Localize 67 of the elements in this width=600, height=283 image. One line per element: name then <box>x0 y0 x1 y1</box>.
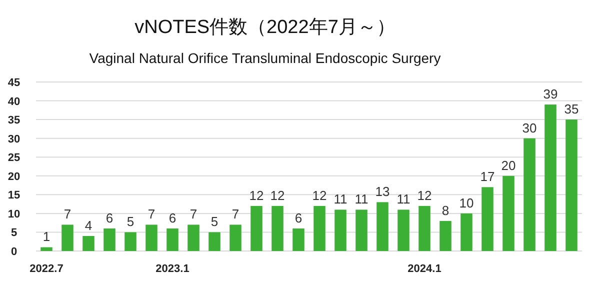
data-label: 39 <box>543 86 558 102</box>
bar <box>292 228 304 251</box>
data-label: 35 <box>564 102 579 117</box>
data-label: 6 <box>168 210 176 226</box>
data-label: 12 <box>249 188 264 203</box>
y-tick-label: 5 <box>10 227 18 240</box>
data-label: 7 <box>190 206 198 222</box>
data-label: 12 <box>417 188 432 203</box>
bar <box>62 224 74 251</box>
bar <box>482 187 494 251</box>
y-tick-label: 10 <box>8 208 20 220</box>
data-label: 11 <box>354 192 368 207</box>
data-label: 10 <box>459 195 474 210</box>
y-tick-label: 0 <box>10 246 18 258</box>
bar <box>230 224 242 251</box>
y-tick-label: 45 <box>8 77 20 89</box>
data-label: 20 <box>501 158 516 173</box>
chart-title: vNOTES件数（2022年7月～） <box>134 17 396 38</box>
y-tick-label: 40 <box>8 96 20 108</box>
bar <box>566 120 578 251</box>
x-tick-label: 2023.1 <box>156 263 190 275</box>
bar <box>334 210 346 251</box>
data-label: 11 <box>396 192 410 207</box>
data-label: 7 <box>148 206 156 222</box>
data-label: 6 <box>106 210 114 226</box>
x-tick-label: 2022.7 <box>30 263 64 275</box>
y-tick-label: 25 <box>8 152 20 164</box>
data-label: 7 <box>232 206 240 222</box>
y-tick-label: 20 <box>8 170 20 183</box>
data-label: 12 <box>312 188 327 203</box>
bar <box>40 247 52 251</box>
y-tick-label: 15 <box>8 190 20 202</box>
data-label: 8 <box>442 202 450 218</box>
bar <box>398 210 410 251</box>
bar <box>82 236 94 251</box>
bar <box>250 206 262 251</box>
bar <box>166 228 178 251</box>
data-label: 12 <box>270 188 285 203</box>
bar <box>124 232 136 251</box>
bar <box>146 224 158 251</box>
bar <box>544 104 556 251</box>
data-label: 5 <box>126 214 134 230</box>
bar <box>272 206 284 251</box>
data-label: 7 <box>64 206 72 222</box>
bar <box>460 213 472 251</box>
bar <box>440 220 452 251</box>
data-label: 5 <box>210 214 218 230</box>
data-label: 13 <box>375 184 390 200</box>
bar <box>104 228 116 251</box>
bar <box>314 206 326 251</box>
x-tick-label: 2024.1 <box>408 263 442 275</box>
data-label: 4 <box>84 218 92 233</box>
bar <box>502 176 514 251</box>
data-label: 17 <box>480 169 495 184</box>
bar <box>418 206 430 251</box>
y-tick-label: 35 <box>8 114 20 127</box>
y-tick-label: 30 <box>8 133 20 146</box>
data-label: 6 <box>294 210 302 226</box>
bar <box>524 138 536 251</box>
bar <box>356 210 368 251</box>
data-label: 11 <box>334 192 348 207</box>
data-label: 30 <box>522 120 537 136</box>
bar <box>188 224 200 251</box>
chart-subtitle: Vaginal Natural Orifice Transluminal Endoscopic Surgery <box>89 50 441 66</box>
data-label: 1 <box>42 229 50 244</box>
bar <box>208 232 220 251</box>
bar <box>376 202 388 251</box>
